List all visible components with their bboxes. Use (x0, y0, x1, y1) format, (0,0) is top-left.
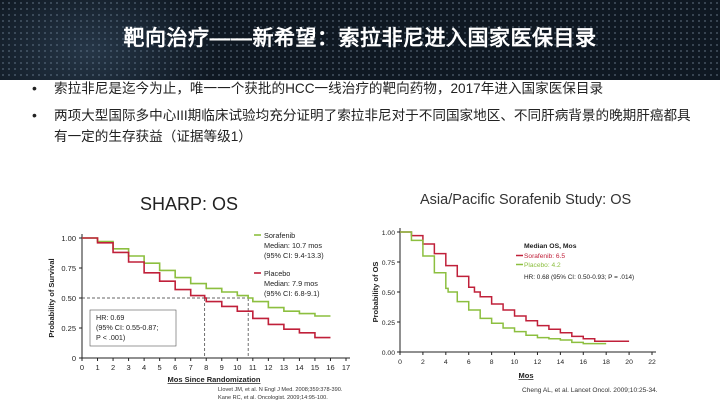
x-tick-label: 14 (557, 359, 565, 366)
bullet-item: • 索拉非尼是迄今为止，唯一一个获批的HCC一线治疗的靶向药物，2017年进入国… (32, 78, 692, 99)
sharp-os-plot: 00.250.500.751.000 1 2 3 4 5 6 7 8 9 10 11 12 13 14 15 1… (47, 231, 350, 401)
reference-line: Kane RC, et al. Oncologist. 2009;14:95-1… (218, 395, 328, 401)
asia-pacific-os-plot: 0.00 0.25 0.50 0.75 1.00 0 2 4 6 8 10 12 14 16 18 20 22 M… (371, 228, 658, 394)
legend-detail: Median: 10.7 mos (264, 241, 322, 250)
bullet-text: 索拉非尼是迄今为止，唯一一个获批的HCC一线治疗的靶向药物，2017年进入国家医… (54, 81, 604, 96)
x-tick-label: 13 (280, 363, 288, 372)
bullet-dot: • (32, 80, 37, 96)
y-axis-label: Probability of Survival (47, 258, 56, 337)
y-axis-label: Probability of OS (371, 262, 380, 323)
y-tick-label: 0 (72, 354, 76, 363)
legend-name: Sorafenib (264, 231, 295, 240)
x-tick-label: 6 (467, 359, 471, 366)
legend-name: Placebo: 4.2 (524, 262, 561, 269)
x-tick-label: 10 (233, 363, 241, 372)
chart-title: SHARP: OS (140, 194, 239, 214)
banner-glow (0, 0, 220, 80)
title-banner: 靶向治疗——新希望：索拉非尼进入国家医保目录 (0, 0, 720, 80)
legend-name: Placebo (264, 269, 290, 278)
x-tick-label: 20 (625, 359, 633, 366)
x-tick-label: 12 (264, 363, 272, 372)
x-tick-label: 9 (220, 363, 224, 372)
series-line-sorafenib (400, 231, 630, 342)
x-tick-label: 4 (142, 363, 146, 372)
x-tick-label: 22 (648, 359, 656, 366)
x-tick-label: 1 (95, 363, 99, 372)
bullet-dot: • (32, 107, 37, 123)
bullet-text: 两项大型国际多中心III期临床试验均充分证明了索拉非尼对于不同国家地区、不同肝病… (54, 108, 691, 144)
y-tick-label: 0.75 (61, 264, 76, 273)
y-tick-label: 0.00 (382, 350, 395, 357)
reference-line: Cheng AL, et al. Lancet Oncol. 2009;10:2… (522, 387, 658, 394)
bullet-list: • 索拉非尼是迄今为止，唯一一个获批的HCC一线治疗的靶向药物，2017年进入国… (32, 78, 692, 153)
sharp-os-chart: SHARP: OS 0 0.25 0.50 0.75 1.00 0 1 2 3 4 5 6 7 8 9 10 1… (40, 192, 360, 405)
x-tick-label: 5 (158, 363, 162, 372)
x-tick-label: 17 (342, 363, 350, 372)
x-tick-label: 10 (511, 359, 519, 366)
hr-annotation-line: P < .001) (96, 333, 125, 342)
hr-annotation-box (89, 309, 177, 347)
x-tick-label: 11 (249, 363, 257, 372)
x-tick-label: 16 (326, 363, 334, 372)
chart-title: Asia/Pacific Sorafenib Study: OS (420, 192, 632, 208)
slide-title: 靶向治疗——新希望：索拉非尼进入国家医保目录 (123, 27, 597, 50)
bullet-item: • 两项大型国际多中心III期临床试验均充分证明了索拉非尼对于不同国家地区、不同… (32, 105, 692, 147)
x-tick-label: 8 (204, 363, 208, 372)
hr-annotation-line: HR: 0.69 (96, 313, 124, 322)
legend-title: Median OS, Mos (524, 243, 577, 250)
x-tick-label: 4 (444, 359, 448, 366)
x-tick-label: 3 (127, 363, 131, 372)
x-tick-label: 2 (421, 359, 425, 366)
x-tick-label: 18 (602, 359, 610, 366)
hr-annotation-line: HR: 0.68 (95% CI: 0.50-0.93; P = .014) (524, 274, 634, 281)
legend-detail: (95% CI: 9.4-13.3) (264, 251, 324, 260)
y-tick-label: 0.50 (61, 294, 76, 303)
legend-detail: (95% CI: 6.8-9.1) (264, 289, 320, 298)
x-tick-label: 7 (189, 363, 193, 372)
reference-line: Llovet JM, et al. N Engl J Med. 2008;359… (218, 387, 343, 393)
legend-name: Sorafenib: 6.5 (524, 253, 565, 260)
x-tick-label: 16 (579, 359, 587, 366)
y-tick-label: 0.50 (382, 290, 395, 297)
series-line-placebo (82, 237, 331, 339)
legend-detail: Median: 7.9 mos (264, 279, 318, 288)
x-tick-label: 12 (534, 359, 542, 366)
hr-annotation-line: (95% CI: 0.55-0.87; (96, 323, 158, 332)
x-tick-label: 0 (80, 363, 84, 372)
series-line-placebo (400, 231, 607, 345)
x-axis-label: Mos Since Randomization (168, 375, 261, 384)
y-tick-label: 1.00 (61, 234, 76, 243)
asia-pacific-os-chart: Asia/Pacific Sorafenib Study: OS 0.00 0.2… (362, 188, 720, 405)
banner-dot-pattern (0, 0, 720, 80)
x-tick-label: 15 (311, 363, 319, 372)
y-tick-label: 0.25 (61, 324, 76, 333)
x-tick-label: 0 (398, 359, 402, 366)
x-tick-label: 14 (295, 363, 303, 372)
x-axis-label: Mos (519, 371, 534, 380)
y-tick-label: 0.75 (382, 260, 395, 267)
x-tick-label: 2 (111, 363, 115, 372)
y-tick-label: 1.00 (382, 230, 395, 237)
x-tick-label: 6 (173, 363, 177, 372)
x-tick-label: 8 (490, 359, 494, 366)
y-tick-label: 0.25 (382, 320, 395, 327)
